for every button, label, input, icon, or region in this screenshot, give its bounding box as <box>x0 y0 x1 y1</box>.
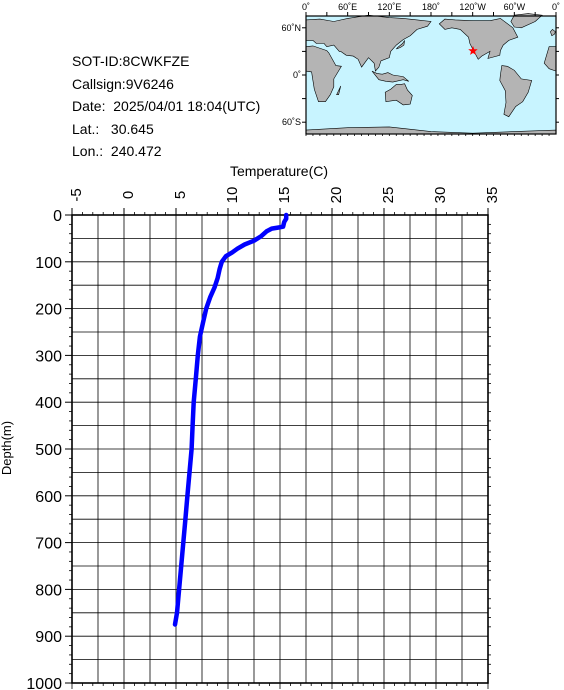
metadata-panel: SOT-ID:8CWKFZE Callsign:9V6246 Date: 202… <box>72 50 260 163</box>
map-lon-label: 0˚ <box>552 2 560 12</box>
y-tick-label: 400 <box>35 395 62 412</box>
y-tick-label: 800 <box>35 582 62 599</box>
lon-text: Lon.: 240.472 <box>72 143 162 159</box>
landmass-africa-west <box>543 46 557 72</box>
x-tick-label: 35 <box>484 187 501 204</box>
map-lat-label: 60˚S <box>282 117 301 127</box>
landmass-japan <box>396 40 405 50</box>
map-lat-label: 60˚N <box>281 23 301 33</box>
x-tick-label: 20 <box>328 187 345 204</box>
map-lon-label: 60˚E <box>338 2 357 12</box>
y-tick-label: 600 <box>35 489 62 506</box>
x-tick-label: 10 <box>224 187 241 204</box>
y-tick-label: 300 <box>35 348 62 365</box>
y-tick-label: 500 <box>35 442 62 459</box>
y-tick-label: 900 <box>35 629 62 646</box>
x-tick-label: 30 <box>432 187 449 204</box>
landmass-indonesia <box>371 70 409 83</box>
date-text: Date: 2025/04/01 18:04(UTC) <box>72 98 261 114</box>
y-axis-ticks: 0 100 200 300 400 500 600 700 800 900 1000 <box>26 208 491 690</box>
lat-text: Lat.: 30.645 <box>72 120 154 137</box>
landmass-britain <box>550 28 556 37</box>
location-marker <box>468 45 478 55</box>
sot-id-text: SOT-ID:8CWKFZE <box>72 53 190 69</box>
x-tick-label: 0 <box>120 191 137 199</box>
x-tick-label: 25 <box>380 187 397 204</box>
x-axis-ticks: -5 0 5 10 15 20 25 30 35 <box>68 187 501 689</box>
map-lon-label: 180˚ <box>422 2 440 12</box>
map-lon-label: 0˚ <box>302 2 310 12</box>
map-lon-label: 120˚W <box>459 2 486 12</box>
chart-grid <box>72 215 488 683</box>
callsign-text: Callsign:9V6246 <box>72 75 174 92</box>
y-tick-label: 700 <box>35 536 62 553</box>
x-axis-label: Temperature(C) <box>230 163 328 179</box>
map-lon-label: 120˚E <box>377 2 401 12</box>
temperature-profile-line <box>172 212 289 627</box>
location-map: 0˚ 60˚E 120˚E 180˚ 120˚W 60˚W 0˚ 60˚N 0˚ 60˚S <box>281 2 560 136</box>
map-lat-label: 0˚ <box>293 70 301 80</box>
map-frame <box>302 12 559 136</box>
y-tick-label: 1000 <box>26 676 62 690</box>
landmass-australia <box>384 83 413 106</box>
x-tick-label: -5 <box>68 188 85 201</box>
landmass-north-america <box>438 18 519 60</box>
map-labels: 0˚ 60˚E 120˚E 180˚ 120˚W 60˚W 0˚ 60˚N 0˚ 60˚S <box>281 2 560 127</box>
y-tick-label: 200 <box>35 302 62 319</box>
x-tick-label: 15 <box>276 187 293 204</box>
map-lon-label: 60˚W <box>504 2 526 12</box>
landmass-europe-asia <box>305 14 432 72</box>
star-icon <box>468 45 478 55</box>
landmass-madagascar <box>336 85 341 95</box>
y-tick-label: 100 <box>35 255 62 272</box>
y-tick-label: 0 <box>53 208 62 225</box>
y-axis-label: Depth(m) <box>0 421 14 475</box>
landmass-south-america <box>499 65 533 118</box>
x-tick-label: 5 <box>172 191 189 199</box>
landmass-africa <box>305 45 342 102</box>
series-group <box>172 212 289 627</box>
